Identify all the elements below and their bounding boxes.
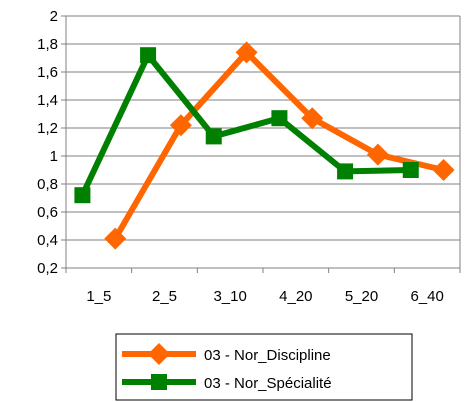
data-point bbox=[104, 227, 127, 250]
data-point bbox=[301, 107, 324, 130]
data-point bbox=[205, 128, 222, 145]
data-point bbox=[235, 41, 258, 64]
y-tick-label: 1,6 bbox=[37, 64, 58, 81]
y-axis-tick-labels: 0,2 0,4 0,6 0,8 1 1,2 1,4 1,6 1,8 2 bbox=[37, 8, 58, 277]
series-diamond bbox=[104, 41, 455, 250]
data-point bbox=[74, 187, 91, 204]
data-series bbox=[74, 41, 455, 250]
x-tick-label: 4_20 bbox=[279, 288, 312, 305]
y-tick-label: 1,8 bbox=[37, 36, 58, 53]
x-tick-label: 3_10 bbox=[213, 288, 246, 305]
y-tick-label: 1,4 bbox=[37, 92, 58, 109]
x-tick-label: 1_5 bbox=[86, 288, 111, 305]
x-tick-label: 5_20 bbox=[345, 288, 378, 305]
y-tick-label: 0,8 bbox=[37, 176, 58, 193]
data-point bbox=[402, 162, 419, 178]
series-square bbox=[74, 47, 419, 204]
data-point bbox=[337, 163, 354, 180]
legend-swatch-marker bbox=[151, 374, 167, 390]
legend: 03 - Nor_Discipline 03 - Nor_Spécialité bbox=[115, 333, 413, 401]
legend-swatch-marker bbox=[148, 343, 170, 365]
x-tick-label: 2_5 bbox=[152, 288, 177, 305]
y-tick-label: 0,4 bbox=[37, 232, 58, 249]
data-point bbox=[366, 143, 389, 166]
legend-entry: 03 - Nor_Spécialité bbox=[122, 374, 332, 392]
data-point bbox=[169, 114, 192, 137]
legend-entry: 03 - Nor_Discipline bbox=[122, 343, 331, 365]
x-axis-tick-labels: 1_5 2_5 3_10 4_20 5_20 6_40 bbox=[86, 288, 444, 305]
data-point bbox=[271, 110, 288, 127]
y-tick-label: 1 bbox=[50, 148, 58, 165]
axes bbox=[61, 15, 461, 273]
y-tick-label: 0,2 bbox=[37, 260, 58, 277]
series-line bbox=[79, 49, 411, 197]
data-point bbox=[140, 47, 157, 64]
series-line bbox=[112, 48, 445, 241]
x-tick-label: 6_40 bbox=[410, 288, 443, 305]
gridlines bbox=[66, 15, 460, 241]
y-tick-label: 0,6 bbox=[37, 204, 58, 221]
legend-label: 03 - Nor_Discipline bbox=[204, 347, 331, 364]
data-point bbox=[432, 159, 455, 181]
y-tick-label: 2 bbox=[50, 8, 58, 25]
y-tick-label: 1,2 bbox=[37, 120, 58, 137]
legend-label: 03 - Nor_Spécialité bbox=[204, 375, 332, 392]
